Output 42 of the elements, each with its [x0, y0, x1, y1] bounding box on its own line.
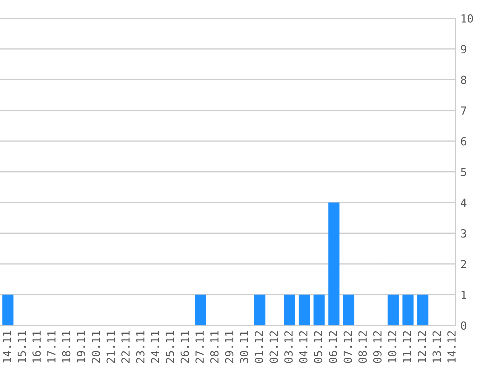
x-tick-label: 18.11 — [62, 331, 71, 363]
y-tick-label: 4 — [461, 198, 467, 208]
x-tick-label: 09.12 — [373, 331, 382, 364]
x-tick-label: 02.12 — [270, 331, 278, 364]
y-tick-label: 8 — [461, 76, 467, 84]
y-tick-label: 2 — [461, 260, 466, 268]
y-tick-label: 9 — [461, 45, 466, 54]
x-tick-label: 07.12 — [344, 331, 352, 364]
x-tick-label: 14.11 — [3, 331, 12, 363]
x-tick-label: 12.12 — [418, 331, 426, 363]
y-tick-label: 7 — [461, 106, 466, 115]
x-tick-label: 08.12 — [358, 331, 368, 364]
y-tick-label: 3 — [461, 229, 466, 238]
y-tick-label: 5 — [461, 168, 466, 176]
x-tick-label: 19.11 — [77, 331, 86, 363]
x-tick-label: 25.11 — [166, 331, 174, 364]
x-tick-label: 04.12 — [299, 331, 308, 364]
y-tick-label: 6 — [461, 137, 466, 146]
x-tick-label: 14.12 — [448, 331, 456, 363]
x-tick-label: 30.11 — [240, 331, 248, 364]
x-tick-label: 11.12 — [403, 331, 412, 363]
y-tick-label: 0 — [461, 322, 466, 330]
x-tick-label: 23.11 — [136, 331, 145, 364]
x-tick-label: 20.11 — [92, 331, 100, 364]
x-tick-label: 13.12 — [432, 331, 442, 363]
x-tick-label: 26.11 — [180, 331, 190, 364]
x-tick-label: 29.11 — [225, 331, 234, 364]
x-tick-label: 03.12 — [284, 331, 293, 364]
x-tick-label: 10.12 — [388, 331, 397, 363]
x-tick-label: 17.11 — [48, 331, 56, 363]
x-tick-label: 28.11 — [210, 331, 219, 364]
x-tick-label: 27.11 — [196, 331, 204, 364]
x-tick-label: 05.12 — [314, 331, 323, 364]
y-tick-label: 1 — [462, 291, 466, 300]
x-tick-label: 15.11 — [18, 331, 26, 363]
x-tick-label: 24.11 — [151, 331, 160, 364]
x-tick-label: 01.12 — [254, 331, 264, 364]
y-tick-label: 10 — [462, 14, 474, 23]
x-tick-label: 16.11 — [32, 331, 42, 363]
x-tick-label: 06.12 — [329, 331, 338, 364]
x-tick-label: 22.11 — [122, 331, 130, 364]
x-tick-label: 21.11 — [106, 331, 115, 364]
